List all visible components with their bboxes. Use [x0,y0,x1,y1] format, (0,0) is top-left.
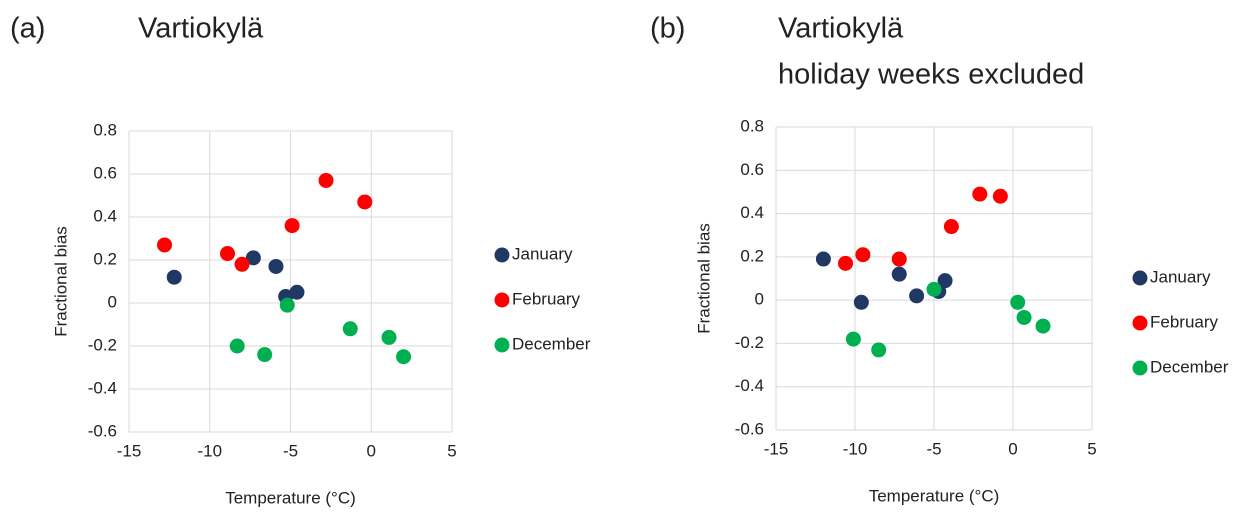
chart-title: Vartiokylä [138,13,264,45]
x-tick-label: -10 [843,439,868,458]
legend-label: February [512,289,581,308]
point [234,256,250,272]
y-tick-label: -0.6 [735,419,764,438]
point [396,349,412,365]
point [381,329,397,345]
y-tick-label: 0 [108,292,117,311]
y-tick-label: 0.8 [740,116,764,135]
legend-label: January [512,244,573,263]
point [1010,294,1026,310]
point [937,273,953,289]
panel-label: (b) [650,13,685,45]
point [289,284,305,300]
point [855,247,871,263]
point [891,251,907,267]
legend-marker [1132,315,1148,331]
legend-marker [1132,270,1148,286]
y-tick-label: -0.4 [735,376,764,395]
x-tick-label: -5 [283,441,298,460]
y-axis-label: Fractional bias [694,223,713,334]
point [157,237,173,253]
x-tick-label: -5 [926,439,941,458]
x-tick-label: 0 [367,441,376,460]
legend-label: February [1150,312,1219,331]
y-tick-label: 0 [755,290,764,309]
panel-label: (a) [10,13,45,45]
legend-marker [494,247,510,263]
point [357,194,373,210]
y-tick-label: 0.6 [93,163,117,182]
legend-label: December [1150,357,1229,376]
y-tick-label: -0.2 [88,335,117,354]
point [871,342,887,358]
y-tick-label: -0.4 [88,378,117,397]
y-tick-label: 0.6 [740,160,764,179]
x-tick-label: -15 [117,441,142,460]
x-tick-label: -15 [764,439,789,458]
x-axis-label: Temperature (°C) [869,486,1000,505]
legend-marker [1132,360,1148,376]
point [926,281,942,297]
y-tick-label: 0.4 [740,203,764,222]
legend-label: December [512,334,591,353]
x-tick-label: -10 [197,441,222,460]
point [279,297,295,313]
x-tick-label: 0 [1008,439,1017,458]
point [891,266,907,282]
y-tick-label: 0.2 [93,249,117,268]
point [943,219,959,235]
legend-label: January [1150,267,1211,286]
point [1016,309,1032,325]
x-axis-label: Temperature (°C) [225,488,356,507]
x-tick-label: 5 [1087,439,1096,458]
point [815,251,831,267]
chart-title: Vartiokylä [778,13,904,45]
legend-marker [494,292,510,308]
point [318,172,334,188]
y-tick-label: -0.2 [735,333,764,352]
y-tick-label: 0.8 [93,120,117,139]
point [838,255,854,271]
point [284,218,300,234]
point [342,321,358,337]
x-tick-label: 5 [447,441,456,460]
point [220,246,236,262]
y-tick-label: 0.2 [740,246,764,265]
legend-marker [494,337,510,353]
point [268,258,284,274]
point [245,250,261,266]
point [229,338,245,354]
point [166,269,182,285]
point [1035,318,1051,334]
point [909,288,925,304]
point [845,331,861,347]
point [257,347,273,363]
point [972,186,988,202]
point [992,188,1008,204]
point [853,294,869,310]
chart-subtitle: holiday weeks excluded [778,59,1084,91]
y-tick-label: -0.6 [88,421,117,440]
y-tick-label: 0.4 [93,206,117,225]
y-axis-label: Fractional bias [51,226,70,337]
